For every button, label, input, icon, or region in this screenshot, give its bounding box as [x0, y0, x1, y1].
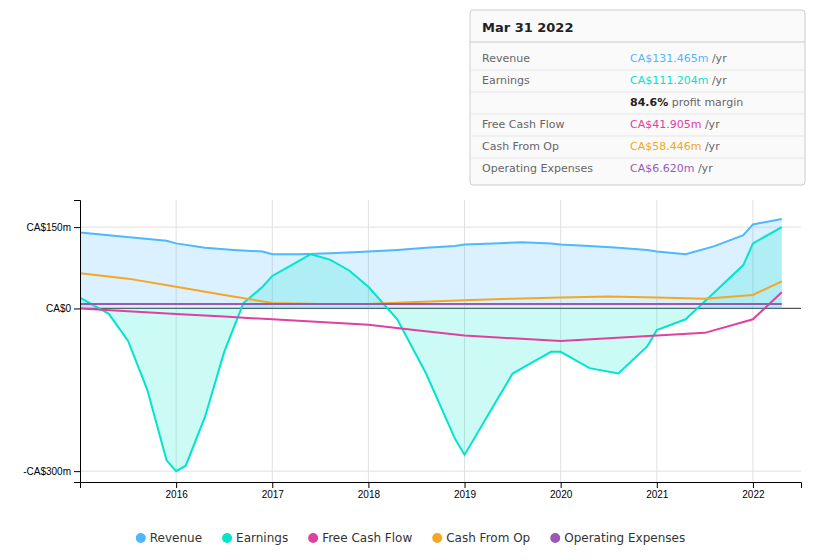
info-row-value: CA$6.620m	[630, 162, 694, 175]
legend-swatch	[432, 533, 442, 543]
legend-swatch	[550, 533, 560, 543]
x-tick-mark	[753, 482, 754, 488]
x-axis: 2016 2017 2018 2019 2020 2021 2022	[81, 482, 802, 500]
info-row-label: Free Cash Flow	[482, 118, 565, 131]
y-tick-label: CA$0	[46, 303, 71, 314]
x-tick-mark	[561, 482, 562, 488]
x-tick-label: 2019	[454, 489, 477, 500]
area	[80, 227, 782, 471]
info-box-separator	[470, 42, 805, 43]
x-tick-label: 2022	[742, 489, 765, 500]
legend-label: Earnings	[236, 531, 288, 545]
y-tick: -CA$300m	[23, 466, 80, 477]
x-tick-mark	[272, 482, 273, 488]
x-tick-mark	[657, 482, 658, 488]
info-row-value: CA$131.465m	[630, 52, 708, 65]
legend-swatch	[136, 533, 146, 543]
line	[80, 227, 782, 471]
y-tick-label: -CA$300m	[23, 466, 71, 477]
line	[80, 219, 782, 254]
info-row-separator	[470, 136, 805, 137]
info-row-value: 84.6%	[630, 96, 668, 109]
info-row-separator	[470, 114, 805, 115]
info-row-suffix: profit margin	[668, 96, 743, 109]
info-row-label: Earnings	[482, 74, 530, 87]
info-row-suffix: /yr	[694, 162, 713, 175]
grid	[80, 200, 801, 482]
grid-line-x	[272, 200, 273, 482]
info-box-title: Mar 31 2022	[482, 20, 573, 35]
legend-item: Revenue	[136, 531, 202, 545]
chart-container: 2016 2017 2018 2019 2020 2021 2022 CA$150m CA$0 -…	[0, 0, 821, 560]
info-row-label: Revenue	[482, 52, 530, 65]
info-box: Mar 31 2022 Revenue CA$131.465m /yr Earning…	[470, 10, 805, 185]
info-row-value: CA$58.446m	[630, 140, 701, 153]
legend-item: Earnings	[222, 531, 288, 545]
info-box-frame	[470, 10, 805, 185]
legend-item: Free Cash Flow	[308, 531, 412, 545]
info-row-suffix: /yr	[708, 74, 727, 87]
grid-line-x	[368, 200, 369, 482]
marks	[80, 219, 782, 471]
info-row-label: Cash From Op	[482, 140, 559, 153]
info-row-value: CA$41.905m	[630, 118, 701, 131]
legend-label: Cash From Op	[446, 531, 530, 545]
x-tick-mark	[368, 482, 369, 488]
info-row-separator	[470, 92, 805, 93]
legend-label: Operating Expenses	[564, 531, 685, 545]
x-tick-label: 2016	[166, 489, 189, 500]
y-tick-label: CA$150m	[27, 222, 71, 233]
plot-area: 2016 2017 2018 2019 2020 2021 2022 CA$150m CA$0 -…	[23, 200, 801, 500]
info-row-separator	[470, 70, 805, 71]
x-tick-label: 2021	[646, 489, 669, 500]
line	[80, 273, 782, 304]
y-tick-mark	[74, 308, 80, 309]
y-tick: CA$0	[46, 303, 80, 314]
x-tick-mark	[465, 482, 466, 488]
legend-label: Revenue	[150, 531, 202, 545]
area	[80, 219, 782, 308]
grid-line-x	[656, 200, 657, 482]
x-tick: 2022	[742, 482, 765, 500]
legend-label: Free Cash Flow	[322, 531, 412, 545]
x-tick: 2019	[454, 482, 477, 500]
legend-item: Operating Expenses	[550, 531, 685, 545]
y-axis-line	[74, 201, 81, 483]
x-tick-label: 2018	[358, 489, 381, 500]
y-tick-mark	[74, 471, 80, 472]
y-tick-mark	[74, 227, 80, 228]
y-axis: CA$150m CA$0 -CA$300m	[23, 201, 80, 483]
legend: Revenue Earnings Free Cash Flow Cash From O…	[136, 531, 685, 545]
chart-svg: 2016 2017 2018 2019 2020 2021 2022 CA$150m CA$0 -…	[0, 0, 821, 560]
info-row-value: CA$111.204m	[630, 74, 708, 87]
info-row-suffix: /yr	[708, 52, 727, 65]
y-tick: CA$150m	[27, 222, 80, 233]
legend-swatch	[308, 533, 318, 543]
legend-item: Cash From Op	[432, 531, 530, 545]
info-row-label: Operating Expenses	[482, 162, 593, 175]
x-tick-label: 2017	[262, 489, 285, 500]
line	[80, 303, 782, 305]
x-tick-mark	[176, 482, 177, 488]
grid-line-y	[80, 227, 801, 228]
line	[80, 292, 782, 341]
x-tick: 2016	[166, 482, 189, 500]
x-tick: 2017	[262, 482, 285, 500]
x-tick-label: 2020	[550, 489, 573, 500]
grid-line-y	[80, 471, 801, 472]
info-row-separator	[470, 158, 805, 159]
x-tick: 2018	[358, 482, 381, 500]
x-tick: 2020	[550, 482, 573, 500]
x-axis-line	[81, 483, 802, 489]
info-row-suffix: /yr	[701, 140, 720, 153]
x-tick: 2021	[646, 482, 669, 500]
info-row-suffix: /yr	[701, 118, 720, 131]
legend-swatch	[222, 533, 232, 543]
